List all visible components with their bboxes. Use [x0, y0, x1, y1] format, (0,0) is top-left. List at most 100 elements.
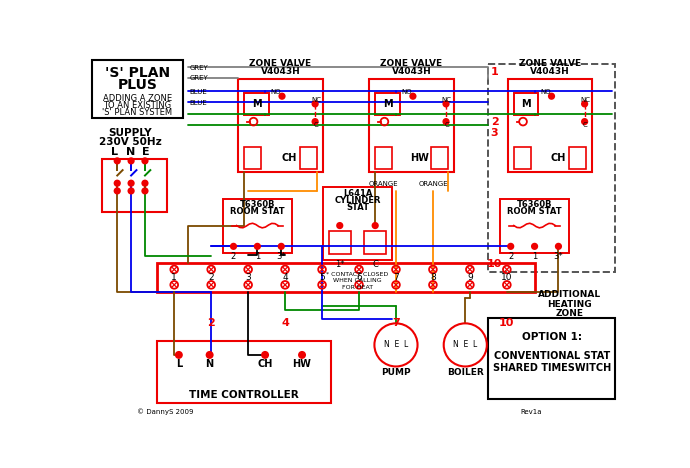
Text: SHARED TIMESWITCH: SHARED TIMESWITCH — [493, 363, 611, 373]
Circle shape — [582, 119, 587, 124]
Circle shape — [262, 352, 268, 358]
Text: HEATING: HEATING — [547, 300, 591, 308]
Circle shape — [279, 94, 285, 99]
Circle shape — [255, 244, 260, 249]
Text: 2: 2 — [508, 252, 513, 261]
Text: PLUS: PLUS — [117, 79, 157, 92]
Bar — [508, 79, 592, 172]
Bar — [364, 231, 386, 254]
Text: 7: 7 — [393, 273, 399, 282]
Circle shape — [115, 158, 120, 164]
Text: N: N — [126, 147, 135, 157]
Text: M: M — [252, 99, 262, 109]
Text: T6360B: T6360B — [239, 200, 275, 209]
Text: Rev1a: Rev1a — [520, 409, 542, 415]
Circle shape — [128, 188, 134, 194]
Text: ZONE VALVE: ZONE VALVE — [380, 59, 442, 68]
Text: CH: CH — [282, 153, 297, 163]
Text: BLUE: BLUE — [190, 88, 208, 95]
Text: CH: CH — [257, 359, 273, 369]
Text: C: C — [313, 123, 318, 128]
Text: FOR HEAT: FOR HEAT — [342, 285, 373, 291]
Bar — [157, 341, 331, 402]
Circle shape — [337, 223, 342, 228]
Text: TIME CONTROLLER: TIME CONTROLLER — [189, 390, 299, 400]
Text: GREY: GREY — [190, 65, 208, 71]
Circle shape — [142, 181, 148, 186]
Text: 7: 7 — [392, 318, 400, 328]
Text: ORANGE: ORANGE — [419, 181, 448, 187]
Text: C: C — [444, 123, 449, 128]
Text: 2: 2 — [208, 273, 214, 282]
Text: N: N — [206, 359, 214, 369]
Text: 10: 10 — [499, 318, 515, 328]
Text: CYLINDER: CYLINDER — [334, 196, 381, 205]
Bar — [514, 147, 531, 168]
Circle shape — [444, 119, 448, 124]
Text: C: C — [583, 123, 588, 128]
Text: GREY: GREY — [190, 75, 208, 81]
Circle shape — [313, 119, 318, 124]
Text: HW: HW — [293, 359, 311, 369]
Text: 1*: 1* — [335, 260, 344, 269]
Bar — [431, 147, 448, 168]
Text: PUMP: PUMP — [381, 368, 411, 377]
Text: WHEN CALLING: WHEN CALLING — [333, 278, 382, 284]
Text: TO AN EXISTING: TO AN EXISTING — [104, 101, 171, 110]
Text: 1: 1 — [255, 252, 260, 261]
Circle shape — [279, 244, 284, 249]
Text: 3: 3 — [245, 273, 251, 282]
Text: L641A: L641A — [343, 189, 372, 197]
Bar — [323, 187, 392, 260]
Text: C: C — [372, 260, 378, 269]
Text: * CONTACT CLOSED: * CONTACT CLOSED — [326, 271, 388, 277]
Circle shape — [176, 352, 182, 358]
Circle shape — [582, 101, 587, 107]
Bar — [375, 147, 392, 168]
Text: 2: 2 — [491, 117, 498, 127]
Bar — [569, 147, 586, 168]
Text: ORANGE: ORANGE — [369, 181, 399, 187]
Text: NC: NC — [442, 97, 452, 103]
Text: STAT: STAT — [346, 203, 369, 212]
Text: 9: 9 — [467, 273, 473, 282]
Circle shape — [128, 181, 134, 186]
Text: ZONE VALVE: ZONE VALVE — [519, 59, 581, 68]
Text: ZONE VALVE: ZONE VALVE — [249, 59, 312, 68]
Bar — [489, 318, 615, 399]
Bar — [244, 147, 262, 168]
Text: 3*: 3* — [553, 252, 563, 261]
Text: CONVENTIONAL STAT: CONVENTIONAL STAT — [494, 351, 610, 361]
Text: BOILER: BOILER — [447, 368, 484, 377]
Bar — [500, 198, 569, 253]
Bar — [102, 159, 167, 212]
Text: ADDING A ZONE: ADDING A ZONE — [103, 94, 172, 103]
Text: SUPPLY: SUPPLY — [108, 128, 152, 138]
Text: 2: 2 — [207, 318, 215, 328]
Text: NO: NO — [540, 89, 551, 95]
Bar — [514, 93, 538, 115]
Text: NC: NC — [311, 97, 321, 103]
Circle shape — [115, 181, 120, 186]
Circle shape — [231, 244, 236, 249]
Text: OPTION 1:: OPTION 1: — [522, 332, 582, 342]
Circle shape — [142, 188, 148, 194]
Text: N  E  L: N E L — [453, 340, 477, 350]
Text: M: M — [521, 99, 531, 109]
Circle shape — [299, 352, 305, 358]
Circle shape — [115, 188, 120, 194]
Bar — [489, 64, 615, 272]
Text: ROOM STAT: ROOM STAT — [230, 207, 285, 216]
Bar — [223, 198, 292, 253]
Text: ADDITIONAL: ADDITIONAL — [538, 290, 601, 300]
Text: L: L — [176, 359, 182, 369]
Circle shape — [142, 158, 148, 164]
Bar — [329, 231, 351, 254]
Bar — [299, 147, 317, 168]
Circle shape — [444, 101, 448, 107]
Text: 4: 4 — [281, 318, 289, 328]
Text: 6: 6 — [356, 273, 362, 282]
Bar — [369, 79, 454, 172]
Bar — [238, 79, 323, 172]
Circle shape — [373, 223, 378, 228]
